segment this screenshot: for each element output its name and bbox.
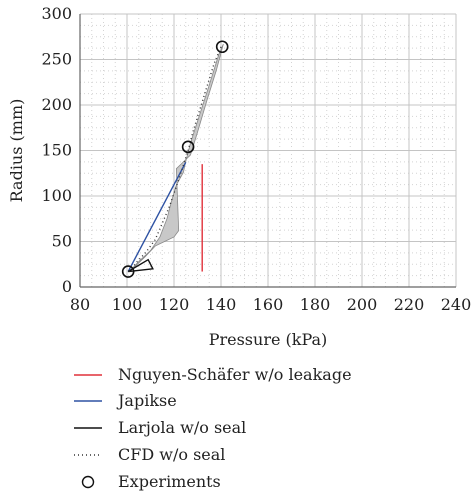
- experiment-point: [181, 140, 195, 154]
- x-tick-label: 220: [394, 295, 425, 314]
- series-japikse: [127, 162, 187, 272]
- y-tick-label: 0: [62, 277, 72, 296]
- x-tick-label: 120: [159, 295, 190, 314]
- x-tick-label: 240: [441, 295, 472, 314]
- x-tick-label: 200: [347, 295, 378, 314]
- y-tick-label: 50: [52, 232, 72, 251]
- series-cfd-w-o-seal: [128, 46, 222, 272]
- series-larjola-w-o-seal: [127, 258, 154, 273]
- legend-label: Nguyen-Schäfer w/o leakage: [118, 365, 352, 384]
- y-tick-label: 150: [41, 141, 72, 160]
- legend-label: Japikse: [116, 391, 177, 410]
- experiment-point: [215, 40, 229, 54]
- y-tick-label: 300: [41, 4, 72, 23]
- axes: 80 100 120 140 160 180 200 220 240 0 50 100 150 200 25…: [41, 4, 471, 314]
- x-tick-label: 180: [300, 295, 331, 314]
- y-tick-label: 250: [41, 50, 72, 69]
- cfd-uncertainty-band: [129, 43, 224, 272]
- x-tick-label: 80: [70, 295, 90, 314]
- cfd-band: [129, 43, 224, 272]
- legend: Nguyen-Schäfer w/o leakage Japikse Larjola…: [74, 365, 352, 491]
- y-tick-label: 100: [41, 186, 72, 205]
- legend-label: Larjola w/o seal: [118, 418, 246, 437]
- grid: [79, 13, 457, 288]
- x-tick-label: 140: [206, 295, 237, 314]
- series-layer: [121, 40, 229, 278]
- y-axis-label: Radius (mm): [7, 99, 26, 203]
- experiment-point: [121, 265, 135, 278]
- x-axis-label: Pressure (kPa): [209, 330, 328, 349]
- x-tick-label: 100: [112, 295, 143, 314]
- y-tick-label: 200: [41, 95, 72, 114]
- x-tick-label: 160: [253, 295, 284, 314]
- legend-label: Experiments: [118, 472, 221, 491]
- legend-label: CFD w/o seal: [118, 445, 225, 464]
- legend-marker: [81, 475, 95, 489]
